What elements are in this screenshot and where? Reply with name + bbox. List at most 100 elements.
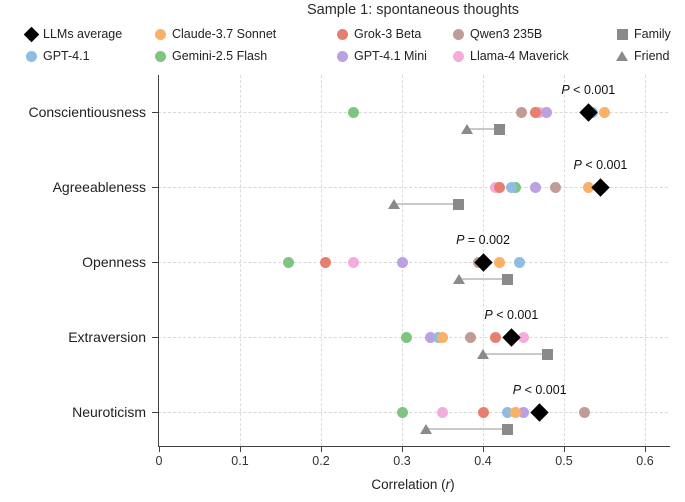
point-friend-triangle-icon — [477, 349, 489, 359]
x-axis-tick — [321, 447, 322, 452]
point-grok-dot — [489, 331, 501, 343]
point-gpt41_mini-dot — [518, 406, 529, 418]
family-friend-connector — [393, 203, 459, 205]
legend-item-grok: Grok-3 Beta — [332, 24, 502, 44]
point-grok-dot — [493, 181, 505, 193]
point-friend-triangle-icon — [452, 274, 465, 284]
x-axis-tick — [159, 447, 160, 452]
p-value-label: P < 0.001 — [484, 308, 539, 322]
y-axis-tick — [152, 262, 158, 263]
point-family-square — [493, 123, 505, 135]
point-gpt41-dot — [505, 181, 517, 193]
trait-label: Conscientiousness — [28, 104, 146, 120]
point-gpt41_mini-dot — [396, 256, 408, 268]
point-qwen-dot — [578, 406, 590, 418]
point-qwen-dot — [550, 181, 562, 193]
x-axis-tick — [402, 447, 403, 452]
trait-label: Agreeableness — [52, 179, 146, 195]
legend-item-friend: Friend — [612, 46, 685, 66]
point-gpt41_mini-dot — [424, 331, 436, 343]
legend-item-gpt41: GPT-4.1 — [21, 46, 191, 66]
point-family-square — [501, 423, 513, 435]
trait-label: Openness — [82, 254, 146, 270]
point-claude-dot — [599, 106, 610, 118]
legend-label-qwen: Qwen3 235B — [470, 27, 543, 41]
legend-item-claude: Claude-3.7 Sonnet — [150, 24, 320, 44]
point-family-square — [616, 28, 628, 40]
row-guide-line — [158, 262, 668, 263]
p-value-label: P = 0.002 — [456, 233, 510, 247]
point-claude-dot — [582, 181, 594, 193]
point-gemini-dot — [400, 331, 412, 343]
legend-item-llms-average: LLMs average — [21, 24, 191, 44]
trait-label: Extraversion — [68, 329, 146, 345]
point-gemini-dot — [154, 50, 166, 62]
x-tick-label: 0.3 — [393, 454, 411, 468]
point-qwen-dot — [452, 28, 464, 40]
x-axis-tick — [483, 447, 484, 452]
point-llms_average-diamond-icon — [23, 26, 39, 42]
legend-label-family: Family — [634, 27, 671, 41]
point-friend-triangle-icon — [616, 51, 628, 61]
y-axis-line — [158, 75, 159, 446]
point-family-square — [542, 348, 554, 360]
x-axis-tick — [564, 447, 565, 452]
trait-label: Neuroticism — [72, 404, 146, 420]
gridline-0.6 — [645, 75, 646, 446]
legend-label-grok: Grok-3 Beta — [354, 27, 422, 41]
point-grok-dot — [319, 256, 331, 268]
point-family-square — [453, 198, 465, 210]
legend-item-qwen: Qwen3 235B — [448, 24, 618, 44]
point-llama-dot — [437, 406, 448, 418]
point-claude-dot — [509, 406, 521, 418]
x-tick-label: 0.5 — [555, 454, 573, 468]
y-axis-tick — [152, 337, 158, 338]
x-tick-label: 0.1 — [231, 454, 249, 468]
row-guide-line — [158, 412, 668, 413]
legend-label-llama: Llama-4 Maverick — [470, 49, 569, 63]
legend-item-gpt41-mini: GPT-4.1 Mini — [332, 46, 502, 66]
gridline-0.1 — [240, 75, 241, 446]
point-friend-triangle-icon — [387, 199, 400, 209]
x-tick-label: 0.4 — [474, 454, 492, 468]
point-gpt41-dot — [25, 50, 37, 62]
legend-item-gemini: Gemini-2.5 Flash — [150, 46, 320, 66]
point-gpt41_mini-dot — [336, 50, 348, 62]
legend-label-llms-average: LLMs average — [43, 27, 123, 41]
row-guide-line — [158, 337, 668, 338]
x-axis-tick — [240, 447, 241, 452]
point-claude-dot — [437, 331, 448, 343]
point-qwen-dot — [465, 331, 477, 343]
y-axis-tick — [152, 112, 158, 113]
point-gemini-dot — [396, 406, 408, 418]
x-axis-tick — [645, 447, 646, 452]
point-friend-triangle-icon — [420, 424, 433, 434]
y-axis-tick — [152, 412, 158, 413]
family-friend-connector — [458, 278, 508, 280]
legend-item-family: Family — [612, 24, 685, 44]
x-axis-title: Correlation (r) — [371, 477, 455, 492]
point-llama-dot — [518, 331, 529, 343]
x-axis-line — [158, 446, 670, 447]
point-llama-dot — [452, 50, 464, 62]
point-grok-dot — [336, 28, 348, 40]
row-guide-line — [158, 112, 668, 113]
legend-item-llama: Llama-4 Maverick — [448, 46, 618, 66]
p-value-label: P < 0.001 — [512, 383, 567, 397]
point-gpt41_mini-dot — [540, 106, 552, 118]
x-tick-label: 0.6 — [636, 454, 654, 468]
family-friend-connector — [483, 353, 548, 355]
point-claude-dot — [493, 256, 505, 268]
legend-label-gemini: Gemini-2.5 Flash — [172, 49, 268, 63]
legend-label-gpt41: GPT-4.1 — [43, 49, 90, 63]
point-grok-dot — [530, 106, 542, 118]
legend-label-gpt41-mini: GPT-4.1 Mini — [354, 49, 427, 63]
point-friend-triangle-icon — [460, 124, 473, 134]
point-llama-dot — [347, 256, 359, 268]
point-grok-dot — [477, 406, 489, 418]
p-value-label: P < 0.001 — [573, 158, 628, 172]
x-tick-label: 0.2 — [312, 454, 330, 468]
point-claude-dot — [154, 28, 166, 40]
x-tick-label: 0 — [155, 454, 163, 468]
point-qwen-dot — [516, 106, 528, 118]
